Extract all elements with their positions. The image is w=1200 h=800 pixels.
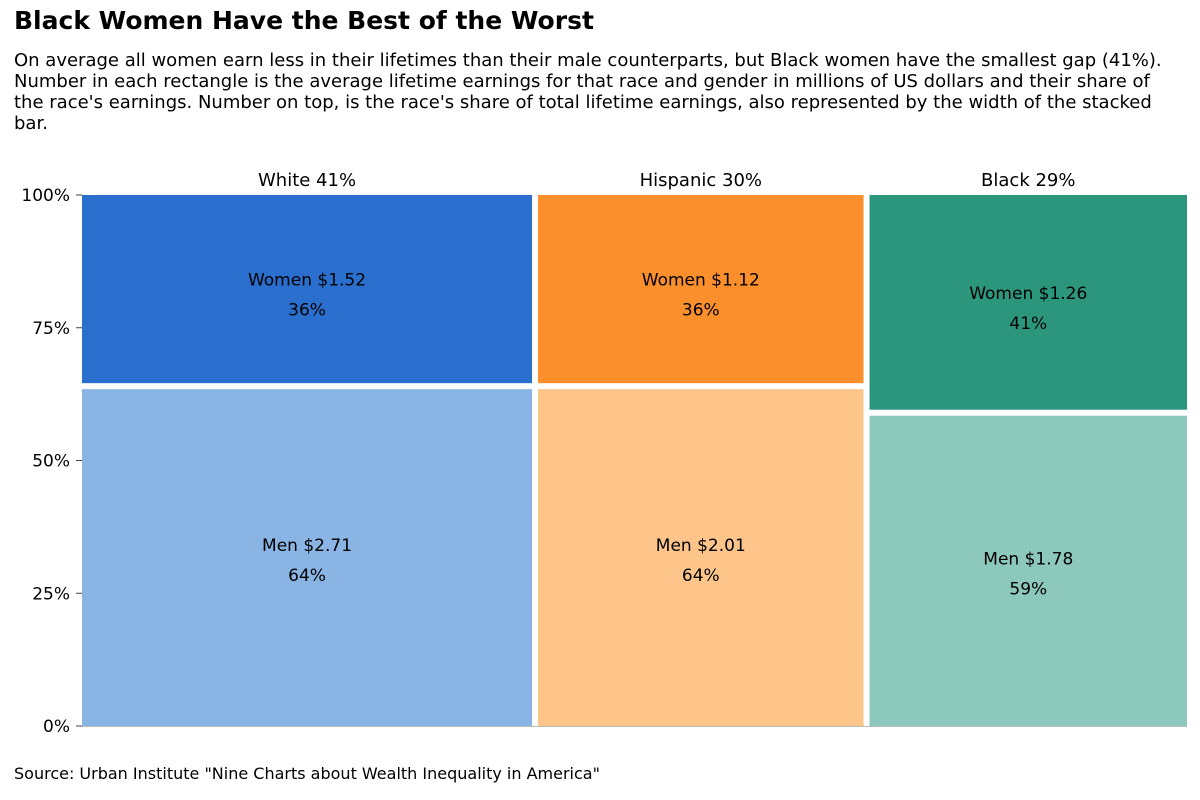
y-tick-label: 25%: [32, 584, 70, 604]
segment-earnings-label: Men $2.01: [656, 536, 746, 556]
segment-rect: [82, 389, 533, 726]
segment-share-label: 36%: [682, 301, 720, 321]
segment-share-label: 64%: [288, 566, 326, 586]
y-tick-label: 100%: [21, 186, 70, 206]
segment-earnings-label: Women $1.52: [248, 271, 366, 291]
chart-title: Black Women Have the Best of the Worst: [14, 6, 594, 35]
segment-share-label: 59%: [1009, 579, 1047, 599]
category-label: Black 29%: [981, 170, 1075, 191]
segment-earnings-label: Men $1.78: [983, 549, 1073, 569]
segment-earnings-label: Women $1.12: [642, 271, 760, 291]
segment-rect: [869, 195, 1187, 410]
segment-rect: [869, 415, 1187, 726]
chart-subtitle: On average all women earn less in their …: [14, 50, 1162, 134]
source-note: Source: Urban Institute "Nine Charts abo…: [14, 764, 600, 783]
category-label: White 41%: [258, 170, 356, 191]
segment-share-label: 64%: [682, 566, 720, 586]
segment-rect: [82, 195, 533, 384]
segment-earnings-label: Men $2.71: [262, 536, 352, 556]
segment-share-label: 41%: [1009, 314, 1047, 334]
segment-share-label: 36%: [288, 301, 326, 321]
category-label: Hispanic 30%: [640, 170, 762, 191]
y-tick-label: 0%: [43, 717, 70, 737]
segment-rect: [538, 195, 864, 384]
segment-rect: [538, 389, 864, 726]
segment-earnings-label: Women $1.26: [969, 284, 1087, 304]
y-tick-label: 50%: [32, 452, 70, 472]
y-tick-label: 75%: [32, 319, 70, 339]
